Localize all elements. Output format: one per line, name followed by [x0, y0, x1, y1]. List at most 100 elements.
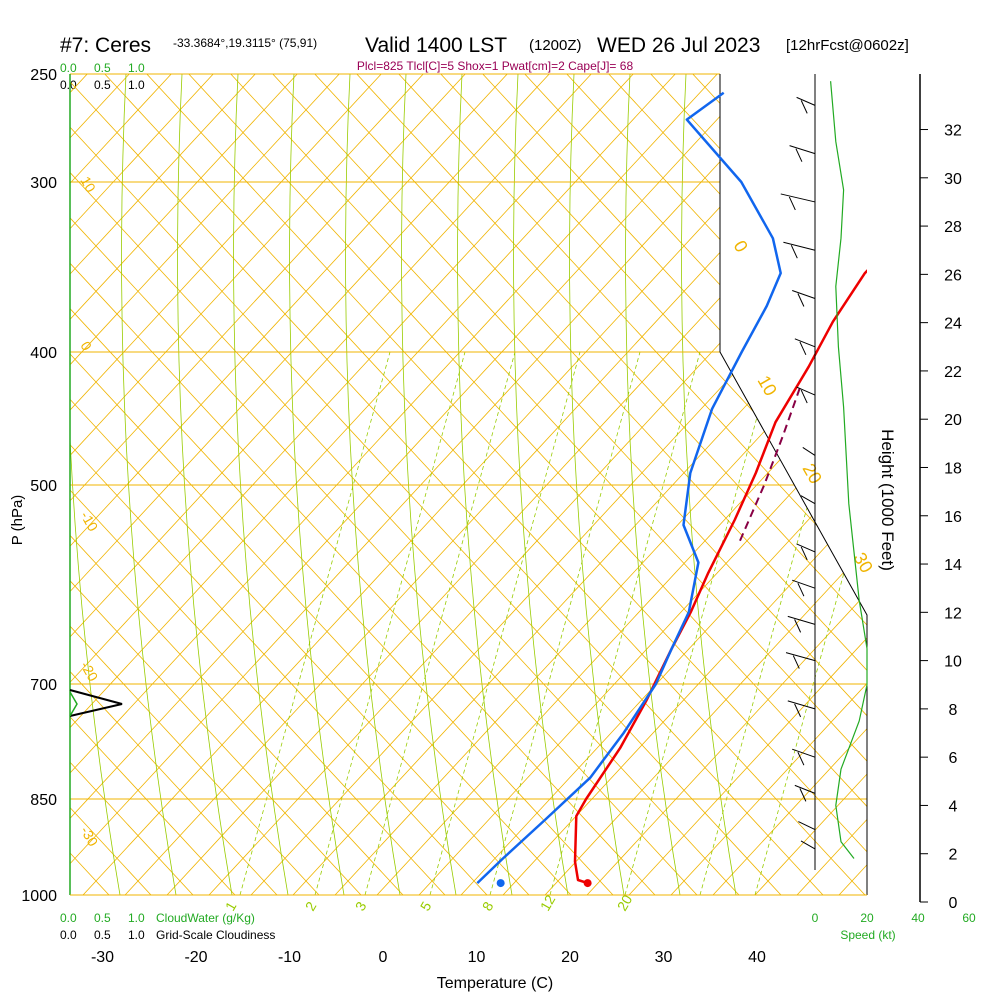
- isotherm-line: [70, 74, 256, 275]
- height-tick-label: 28: [944, 219, 962, 236]
- temperature-tick-label: 40: [748, 949, 766, 966]
- cloud-water-shape: [69, 691, 78, 717]
- cloud-panel: [69, 74, 123, 895]
- wind-barb: [785, 652, 816, 662]
- terrain-outline: [719, 74, 868, 895]
- speed-axis-label: 20: [860, 911, 874, 925]
- isotherm-line: [70, 74, 550, 593]
- isotherm-line: [70, 74, 508, 547]
- mixing-ratio-label: 12: [537, 892, 559, 914]
- isotherm-line: [70, 74, 760, 819]
- wind-barb: [787, 700, 816, 710]
- dry-adiabat-line: [70, 444, 488, 895]
- height-tick-label: 14: [944, 557, 962, 574]
- dry-adiabat-line: [70, 126, 782, 895]
- station-coords: -33.3684°,19.3115° (75,91): [173, 36, 317, 50]
- temperature-tick-label: -30: [91, 949, 114, 966]
- pressure-tick-label: 700: [30, 677, 57, 694]
- height-tick-label: 16: [944, 509, 962, 526]
- parcel-line: [738, 387, 801, 542]
- temperature-tick-label: 10: [468, 949, 486, 966]
- isotherm-line: [0, 0, 122, 935]
- height-tick-label: 6: [949, 750, 958, 767]
- x-axis-title: Temperature (C): [437, 975, 553, 992]
- cloud-axis-label: 0.5: [94, 911, 111, 925]
- dry-adiabat-line: [230, 74, 867, 762]
- dry-adiabat-line: [70, 580, 362, 895]
- isotherm-line: [670, 682, 867, 895]
- cloud-top-label: 1.0: [128, 61, 145, 75]
- mixing-ratio-line: [314, 351, 466, 895]
- isotherm-line: [70, 74, 802, 865]
- pressure-tick-label: 850: [30, 792, 57, 809]
- cloud-top-label: 0.0: [60, 61, 77, 75]
- speed-axis-label: 60: [962, 911, 976, 925]
- temperature-tick-label: -10: [278, 949, 301, 966]
- isotherm-line: [82, 74, 844, 895]
- dry-adiabat-label: -30: [77, 824, 101, 850]
- isotherm-line: [208, 183, 867, 895]
- wind-barb-flag: [797, 293, 805, 307]
- dry-adiabat-line: [398, 74, 867, 581]
- mixing-ratio-label: 3: [352, 899, 370, 914]
- wind-barb: [802, 446, 816, 456]
- dry-adiabat-line: [70, 398, 530, 895]
- wind-barb: [800, 840, 816, 850]
- dry-adiabat-line: [272, 74, 867, 717]
- height-tick-label: 32: [944, 123, 962, 140]
- height-tick-label: 8: [949, 702, 958, 719]
- svg-text:#7: Ceres: #7: Ceres: [60, 34, 151, 57]
- height-tick-label: 18: [944, 460, 962, 477]
- isotherm-line: [418, 410, 867, 895]
- cloud-top-label: 0.5: [94, 61, 111, 75]
- dry-adiabat-label: -20: [77, 659, 101, 685]
- isotherm-line: [70, 74, 718, 774]
- dry-adiabat-line: [70, 489, 446, 895]
- mixing-ratio-label: 5: [417, 899, 435, 914]
- height-tick-label: 10: [944, 654, 962, 671]
- wind-barb-flag: [797, 582, 805, 597]
- height-tick-label: 26: [944, 267, 962, 284]
- wind-barb: [792, 290, 816, 299]
- y-axis-title: P (hPa): [9, 495, 26, 546]
- valid-zulu: (1200Z): [529, 37, 582, 54]
- mixing-ratio-line: [489, 351, 641, 895]
- temperature-tick-label: 0: [379, 949, 388, 966]
- wind-barb-flag: [799, 341, 807, 355]
- pressure-tick-label: 300: [30, 175, 57, 192]
- wind-barb: [796, 96, 816, 106]
- wind-barb: [798, 821, 816, 831]
- cloud-axis-top: 0.0 0.5 1.0 0.0 0.5 1.0: [60, 61, 145, 92]
- wind-panel: [780, 74, 868, 870]
- dry-adiabat-line: [356, 74, 867, 626]
- surface-temperature-point: [583, 879, 592, 888]
- wind-barb: [796, 386, 816, 396]
- cloudiness-top-label: 0.0: [60, 78, 77, 92]
- dry-adiabat-line: [70, 670, 278, 895]
- cloudiness-axis-label: 0.5: [94, 928, 111, 942]
- isotherm-line: [70, 74, 424, 457]
- wind-barb-flag: [795, 148, 803, 162]
- dry-adiabat-line: [70, 217, 698, 895]
- temperature-tick-label: 30: [655, 949, 673, 966]
- dry-adiabat-label: 0: [77, 339, 95, 354]
- wind-barb-flag: [800, 546, 808, 561]
- height-tick-label: 22: [944, 364, 962, 381]
- cloudiness-axis-label: 0.0: [60, 928, 77, 942]
- wind-barb: [792, 748, 816, 758]
- dry-adiabat-line: [146, 74, 867, 853]
- isotherm-line: [70, 74, 592, 638]
- height-tick-label: 2: [949, 847, 958, 864]
- wind-barb: [796, 543, 816, 553]
- wind-barb-flag: [790, 245, 798, 259]
- cloud-fraction-shape: [69, 689, 123, 717]
- isotherm-line: [586, 592, 867, 895]
- isotherm-line: [70, 74, 634, 683]
- mask-region: [720, 74, 1000, 895]
- wind-barb: [794, 338, 816, 348]
- dry-adiabat-line: [70, 806, 152, 895]
- dry-adiabat-line: [440, 74, 867, 535]
- dry-adiabat-line: [70, 81, 824, 895]
- cloud-axis-bottom: 0.0 0.5 1.0 CloudWater (g/Kg) 0.0 0.5 1.…: [60, 911, 275, 942]
